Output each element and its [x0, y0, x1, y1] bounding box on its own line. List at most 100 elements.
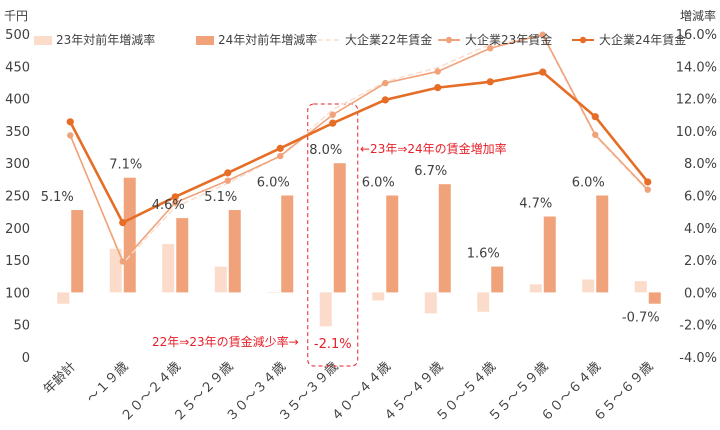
legend-label: 24年対前年増減率 — [218, 32, 317, 47]
bar — [596, 195, 609, 293]
line-point — [67, 132, 74, 139]
decrease-data-label: -2.1% — [314, 337, 352, 352]
legend-label: 23年対前年増減率 — [56, 32, 155, 47]
line-point — [277, 152, 284, 160]
decrease-annotation: 22年⇒23年の賃金減少率→ — [152, 334, 299, 349]
increase-annotation: ←23年⇒24年の賃金増加率 — [360, 141, 507, 156]
left-tick-label: 150 — [5, 254, 30, 269]
line-point — [381, 96, 389, 104]
bar — [228, 210, 241, 293]
right-tick-label: -4.0% — [679, 351, 717, 366]
bar-data-label: 4.7% — [519, 196, 552, 211]
line-point — [224, 169, 232, 177]
legend-marker — [579, 36, 587, 44]
label-layer: 5.1% 7.1% 4.6% 5.1% 6.0% 8.0% 6.0% 6.7% 1.6% 4.7%… — [41, 143, 660, 352]
left-tick-label: 50 — [13, 319, 30, 334]
bar — [162, 243, 175, 293]
left-tick-label: 300 — [5, 157, 30, 172]
bar — [582, 279, 595, 293]
line-point — [539, 31, 546, 38]
highlight-box — [307, 103, 359, 367]
legend: 23年対前年増減率 24年対前年増減率 大企業22年賃金 大企業23年賃金 大企業24年… — [34, 32, 686, 47]
line-point — [644, 186, 651, 193]
legend-swatch — [196, 36, 214, 45]
bar-layer — [57, 163, 661, 327]
line-point — [172, 199, 179, 206]
bar — [386, 195, 399, 293]
line-point — [644, 178, 652, 186]
bar — [214, 266, 227, 293]
left-tick-label: 500 — [5, 28, 30, 43]
bar-data-label: 7.1% — [109, 158, 142, 173]
bar — [529, 284, 542, 293]
bar — [543, 216, 556, 293]
line-layer — [66, 31, 652, 265]
left-tick-label: 450 — [5, 60, 30, 75]
bar — [424, 292, 437, 314]
right-axis-unit: 増減率 — [680, 8, 716, 23]
right-tick-label: 8.0% — [684, 157, 717, 172]
left-tick-label: 400 — [5, 93, 30, 108]
line-point — [434, 84, 442, 92]
right-tick-label: 10.0% — [676, 125, 717, 140]
right-tick-label: 4.0% — [684, 222, 717, 237]
legend-label: 大企業23年賃金 — [465, 32, 552, 47]
right-tick-label: 6.0% — [684, 190, 717, 205]
line-point — [486, 78, 494, 86]
bar — [319, 292, 332, 327]
bar — [648, 292, 661, 304]
line-point — [592, 131, 599, 138]
left-tick-label: 350 — [5, 125, 30, 140]
bar-data-label: 4.6% — [152, 198, 185, 213]
right-tick-label: 2.0% — [684, 254, 717, 269]
bar-data-label: 6.0% — [572, 176, 605, 191]
line-point — [329, 111, 336, 118]
line-point — [224, 177, 231, 184]
bar-data-label: 5.1% — [41, 190, 74, 205]
bar — [438, 184, 451, 293]
bar-data-label: 6.0% — [257, 176, 290, 191]
legend-swatch — [34, 36, 52, 45]
legend-label: 大企業22年賃金 — [345, 32, 432, 47]
line-point — [591, 113, 599, 121]
bar — [176, 218, 189, 293]
line-point — [539, 68, 547, 76]
bar — [477, 292, 490, 312]
line-point — [66, 118, 74, 126]
bar-data-label: -0.7% — [622, 311, 660, 326]
line-point — [487, 45, 494, 52]
category-label: ～１９歳 — [84, 359, 131, 406]
bar — [372, 292, 385, 301]
bar-data-label: 6.7% — [414, 164, 447, 179]
legend-marker — [445, 36, 453, 44]
bar — [57, 292, 70, 304]
bar — [333, 163, 346, 293]
line-point — [171, 193, 179, 201]
bar-data-label: 5.1% — [204, 190, 237, 205]
series-line — [69, 33, 649, 263]
axis-layer: 0 50 100 150 200 250 300 350 400 450 500 -4.0% -2.0%… — [5, 28, 717, 425]
bar-data-label: 6.0% — [362, 176, 395, 191]
line-point — [434, 68, 441, 75]
right-tick-label: 0.0% — [684, 286, 717, 301]
highlight-layer — [307, 103, 359, 367]
right-tick-label: 12.0% — [676, 93, 717, 108]
line-point — [119, 219, 127, 227]
left-tick-label: 0 — [22, 351, 30, 366]
line-point — [119, 258, 126, 265]
right-tick-label: -2.0% — [679, 319, 717, 334]
left-axis-unit: 千円 — [4, 9, 28, 23]
bar — [267, 292, 280, 293]
line-point — [329, 119, 337, 127]
bar-data-label: 8.0% — [309, 143, 342, 158]
series-line — [69, 35, 649, 265]
line-point — [276, 144, 284, 152]
bar-data-label: 1.6% — [467, 247, 500, 262]
right-tick-label: 14.0% — [676, 60, 717, 75]
bar — [109, 248, 122, 293]
line-point — [382, 79, 389, 87]
bar — [123, 177, 136, 293]
bar — [71, 210, 84, 293]
